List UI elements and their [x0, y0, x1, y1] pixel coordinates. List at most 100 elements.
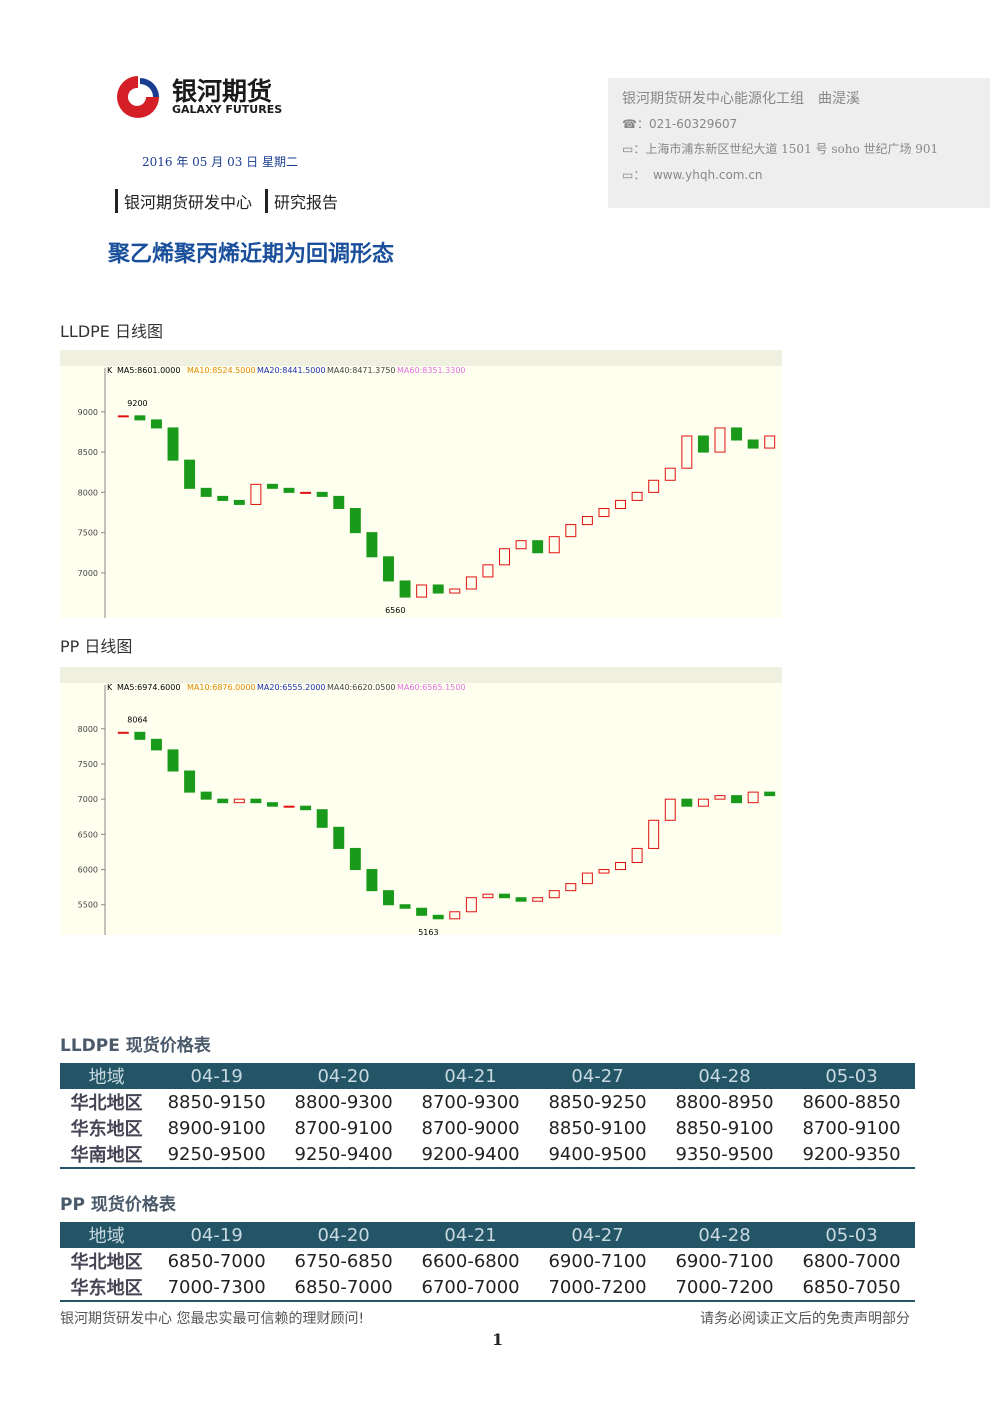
candle [432, 914, 444, 920]
candle [432, 584, 444, 594]
candle [515, 897, 527, 902]
candle [233, 798, 245, 804]
column-header: 04-19 [153, 1063, 281, 1089]
logo-mark [117, 76, 159, 118]
candle [598, 507, 610, 518]
price-table: 地域 04-19 04-20 04-21 04-27 04-28 05-03 华北地区 8850… [60, 1063, 915, 1169]
candle [250, 798, 262, 804]
candle [747, 439, 759, 449]
price-range: 8850-9100 [548, 1117, 647, 1139]
region: 华东地区 [60, 1274, 154, 1302]
team: 银河期货研发中心能源化工组 曲湜溪 [622, 91, 860, 107]
candle [548, 890, 560, 899]
candle [598, 869, 610, 874]
y-tick-label: 7000 [78, 795, 98, 804]
ma-label: MA5:8601.0000 [117, 366, 180, 375]
candle [548, 536, 560, 554]
candle [217, 495, 229, 501]
ma-label: MA10:8524.5000 [187, 366, 256, 375]
web-row: ▭： www.yhqh.com.cn [622, 168, 763, 182]
price-range: 6750-6850 [294, 1250, 393, 1272]
column-header: 04-27 [534, 1063, 662, 1089]
price-range: 8700-9100 [802, 1117, 901, 1139]
ma-label: MA60:8351.3300 [397, 366, 466, 375]
candle [631, 847, 643, 864]
column-header: 04-20 [280, 1222, 408, 1248]
candle [316, 491, 328, 497]
address-row: ▭：上海市浦东新区世纪大道 1501 号 soho 世纪广场 901 [622, 142, 939, 156]
candle [482, 893, 494, 899]
dept: 银河期货研发中心 [115, 189, 252, 213]
y-tick-label: 6500 [78, 830, 98, 839]
candle [416, 907, 428, 916]
candle [565, 524, 577, 538]
ma-label: MA10:6876.0000 [187, 683, 256, 692]
price-range: 8800-9300 [294, 1091, 393, 1113]
candlestick-chart: K MA5:6974.6000 MA10:6876.0000 MA20:6555.20… [60, 667, 782, 935]
candle [764, 791, 776, 797]
footer-left: 银河期货研发中心 您最忠实最可信赖的理财顾问! [60, 1311, 365, 1327]
price-range: 8850-9100 [675, 1117, 774, 1139]
candle [200, 487, 212, 497]
indicator: K [107, 683, 113, 692]
region: 华北地区 [70, 1252, 143, 1273]
candle [681, 798, 693, 807]
candle [266, 483, 278, 489]
candle [499, 893, 510, 899]
phone-row: ☎：021-60329607 [622, 117, 738, 131]
ma-label: MA40:8471.3750 [327, 366, 396, 375]
indicator: K [107, 366, 113, 375]
candle [399, 904, 411, 909]
price-range: 8600-8850 [802, 1091, 901, 1113]
region: 华东地区 [70, 1119, 143, 1140]
price-range: 9200-9350 [788, 1141, 915, 1169]
column-header: 04-28 [661, 1063, 788, 1089]
table-row: 华东地区 8900-9100 8700-9100 8700-9000 8850-9100… [60, 1115, 915, 1141]
column-header: 04-27 [534, 1222, 662, 1248]
logo-cn: 银河期货 [172, 77, 273, 106]
candle [283, 487, 295, 493]
ma-label: MA60:6565.1500 [397, 683, 466, 692]
chart-title: LLDPE 日线图 [60, 322, 163, 341]
price-range: 6850-7000 [167, 1250, 266, 1272]
y-tick-label: 8500 [78, 448, 98, 457]
candle [565, 883, 577, 892]
price-range: 6850-7000 [280, 1274, 408, 1302]
candle [515, 540, 527, 550]
region: 华北地区 [70, 1093, 143, 1114]
candle [416, 584, 428, 598]
page-number: 1 [492, 1330, 504, 1349]
candle [648, 819, 660, 849]
candle [134, 415, 146, 421]
candle [747, 791, 759, 804]
candle [482, 564, 494, 578]
y-tick-label: 8000 [78, 488, 98, 497]
price-range: 6600-6800 [421, 1250, 520, 1272]
phone: 021-60329607 [648, 117, 738, 131]
candle [383, 890, 394, 906]
table-title: PP 现货价格表 [60, 1195, 176, 1215]
candle [167, 749, 179, 772]
y-tick-label: 7500 [78, 760, 98, 769]
column-header: 04-19 [153, 1222, 281, 1248]
candle [383, 556, 394, 582]
high-label: 9200 [127, 399, 147, 408]
price-table: 地域 04-19 04-20 04-21 04-27 04-28 05-03 华北地区 6850… [60, 1222, 915, 1302]
candle [449, 911, 461, 920]
table-row: 华北地区 6850-7000 6750-6850 6600-6800 6900-7100… [60, 1248, 915, 1274]
table-title: LLDPE 现货价格表 [60, 1036, 211, 1056]
candle [731, 427, 743, 441]
candle [465, 576, 477, 590]
y-tick-label: 9000 [78, 408, 98, 417]
candle [631, 491, 643, 501]
price-range: 9400-9500 [534, 1141, 662, 1169]
price-range: 7000-7200 [534, 1274, 662, 1302]
column-header: 04-21 [407, 1063, 535, 1089]
candle [714, 427, 726, 453]
price-range: 9350-9500 [661, 1141, 788, 1169]
ma-label: MA20:8441.5000 [257, 366, 326, 375]
candle [217, 798, 229, 804]
region: 华南地区 [60, 1141, 154, 1169]
candle [150, 419, 162, 429]
